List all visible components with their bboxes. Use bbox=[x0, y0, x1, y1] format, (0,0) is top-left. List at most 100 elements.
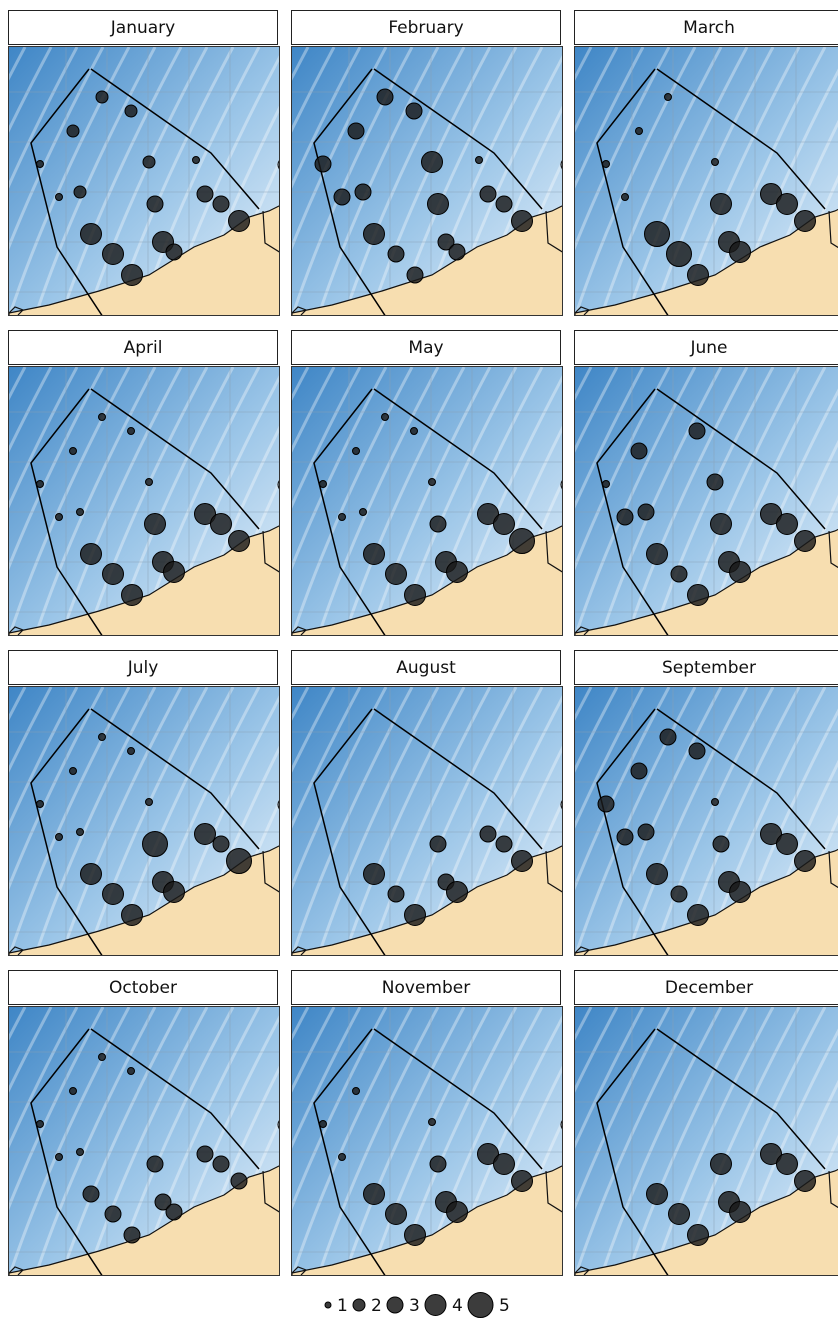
site-marker bbox=[688, 422, 706, 440]
site-marker bbox=[511, 210, 533, 232]
month-map bbox=[291, 366, 563, 636]
border-line bbox=[828, 210, 838, 249]
site-marker bbox=[165, 1203, 183, 1221]
site-marker bbox=[706, 473, 724, 491]
month-map bbox=[291, 686, 563, 956]
site-marker bbox=[121, 904, 143, 926]
site-marker bbox=[616, 828, 634, 846]
month-title: December bbox=[574, 970, 838, 1005]
study-area-boundary bbox=[30, 1028, 260, 1275]
coast-detail bbox=[9, 306, 25, 315]
site-marker bbox=[127, 747, 135, 755]
coast-detail bbox=[575, 946, 591, 955]
map-svg bbox=[292, 47, 562, 315]
site-marker bbox=[511, 1170, 533, 1192]
site-marker bbox=[102, 883, 124, 905]
site-marker bbox=[228, 210, 250, 232]
legend-marker bbox=[467, 1292, 494, 1318]
map-svg bbox=[292, 1007, 562, 1275]
month-panel: August bbox=[291, 650, 563, 960]
site-marker bbox=[69, 1087, 77, 1095]
month-panel: January bbox=[8, 10, 280, 320]
site-marker bbox=[192, 156, 200, 164]
coast-feature bbox=[277, 1120, 279, 1130]
site-marker bbox=[363, 543, 385, 565]
coast-detail bbox=[292, 306, 308, 315]
month-map bbox=[574, 686, 838, 956]
coast-detail bbox=[9, 946, 25, 955]
site-marker bbox=[794, 850, 816, 872]
site-marker bbox=[55, 513, 63, 521]
site-marker bbox=[630, 762, 648, 780]
study-area-boundary bbox=[596, 388, 826, 635]
site-marker bbox=[446, 561, 468, 583]
study-area-boundary bbox=[596, 1028, 826, 1275]
month-panel: December bbox=[574, 970, 838, 1280]
site-marker bbox=[80, 863, 102, 885]
site-marker bbox=[687, 904, 709, 926]
month-title: April bbox=[8, 330, 278, 365]
site-marker bbox=[154, 1193, 172, 1211]
study-area-boundary bbox=[30, 388, 260, 635]
site-marker bbox=[354, 183, 372, 201]
site-marker bbox=[670, 565, 688, 583]
month-panel: September bbox=[574, 650, 838, 960]
site-marker bbox=[448, 243, 466, 261]
site-marker bbox=[710, 1153, 732, 1175]
site-marker bbox=[760, 823, 782, 845]
map-svg bbox=[575, 47, 838, 315]
site-markers bbox=[36, 413, 250, 606]
legend-label: 5 bbox=[499, 1296, 510, 1316]
study-area-boundary bbox=[313, 68, 543, 315]
map-svg bbox=[9, 47, 279, 315]
site-marker bbox=[644, 221, 670, 247]
site-marker bbox=[428, 478, 436, 486]
site-marker bbox=[102, 563, 124, 585]
site-marker bbox=[314, 155, 332, 173]
site-marker bbox=[163, 561, 185, 583]
month-map bbox=[574, 366, 838, 636]
border-line bbox=[545, 210, 562, 253]
site-marker bbox=[80, 223, 102, 245]
site-marker bbox=[429, 515, 447, 533]
site-marker bbox=[55, 193, 63, 201]
coast-detail bbox=[292, 1266, 308, 1275]
site-marker bbox=[760, 1143, 782, 1165]
site-marker bbox=[36, 480, 44, 488]
map-svg bbox=[575, 1007, 838, 1275]
site-marker bbox=[688, 742, 706, 760]
coast-detail bbox=[575, 1266, 591, 1275]
site-marker bbox=[479, 185, 497, 203]
study-area-boundary bbox=[313, 388, 543, 635]
site-marker bbox=[429, 835, 447, 853]
site-marker bbox=[794, 1170, 816, 1192]
site-marker bbox=[646, 543, 668, 565]
study-area-boundary bbox=[30, 708, 260, 955]
site-markers bbox=[314, 88, 533, 284]
month-title: June bbox=[574, 330, 838, 365]
map-grid bbox=[575, 367, 838, 635]
month-panel: April bbox=[8, 330, 280, 640]
site-marker bbox=[98, 1053, 106, 1061]
legend-marker bbox=[324, 1301, 332, 1309]
site-marker bbox=[637, 823, 655, 841]
site-marker bbox=[405, 102, 423, 120]
site-marker bbox=[98, 733, 106, 741]
month-title: November bbox=[291, 970, 561, 1005]
legend-label: 4 bbox=[452, 1296, 463, 1316]
site-markers bbox=[597, 728, 816, 926]
site-marker bbox=[123, 1226, 141, 1244]
border-line bbox=[828, 1170, 838, 1209]
site-marker bbox=[630, 442, 648, 460]
site-marker bbox=[212, 835, 230, 853]
site-marker bbox=[475, 156, 483, 164]
map-svg bbox=[292, 687, 562, 955]
site-marker bbox=[55, 1153, 63, 1161]
site-marker bbox=[404, 904, 426, 926]
site-marker bbox=[82, 1185, 100, 1203]
site-marker bbox=[76, 828, 84, 836]
month-map bbox=[8, 46, 280, 316]
legend-label: 1 bbox=[337, 1296, 348, 1316]
study-area-boundary bbox=[313, 708, 543, 955]
site-marker bbox=[163, 881, 185, 903]
